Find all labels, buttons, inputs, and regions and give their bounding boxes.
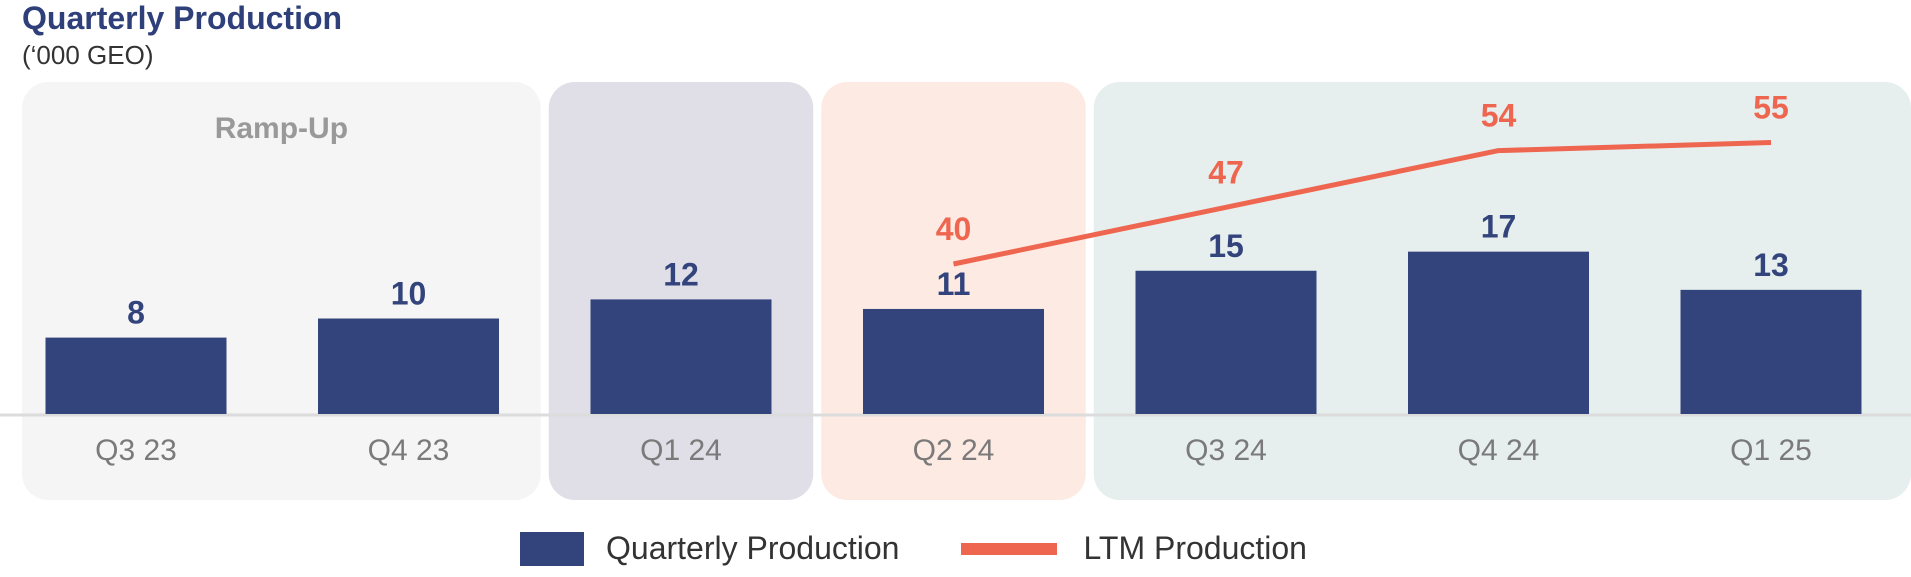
ltm-value-label: 55 bbox=[1753, 90, 1789, 126]
ltm-value-label: 47 bbox=[1208, 154, 1244, 190]
chart-subtitle: (‘000 GEO) bbox=[22, 40, 154, 70]
bar bbox=[318, 318, 499, 414]
bar-value-label: 8 bbox=[127, 295, 145, 331]
x-tick-label: Q3 23 bbox=[95, 434, 177, 467]
bar bbox=[590, 299, 772, 414]
bar-value-label: 10 bbox=[391, 276, 427, 312]
bar-value-label: 12 bbox=[663, 256, 699, 292]
bar-value-label: 17 bbox=[1481, 209, 1517, 245]
bar bbox=[1135, 270, 1317, 414]
x-tick-label: Q4 23 bbox=[368, 434, 450, 467]
legend-label-quarterly: Quarterly Production bbox=[606, 530, 900, 566]
legend-item-quarterly: Quarterly Production bbox=[520, 530, 899, 567]
ltm-value-label: 54 bbox=[1481, 98, 1517, 134]
bar-value-label: 15 bbox=[1208, 228, 1244, 264]
x-tick-label: Q3 24 bbox=[1185, 434, 1267, 467]
bar-value-label: 13 bbox=[1753, 247, 1789, 283]
bar bbox=[1680, 289, 1862, 414]
x-tick-label: Q1 24 bbox=[640, 434, 722, 467]
bar bbox=[45, 337, 227, 414]
phase-label: Ramp-Up bbox=[215, 112, 348, 145]
legend: Quarterly Production LTM Production bbox=[520, 530, 1369, 567]
production-chart: Ramp-Up 8 Q3 23 10 Q4 23 12 Q1 24 11 Q2 24 15 Q3 2… bbox=[0, 82, 1911, 500]
bar bbox=[863, 308, 1044, 414]
legend-item-ltm: LTM Production bbox=[961, 530, 1307, 567]
ltm-line bbox=[952, 140, 1772, 267]
bar bbox=[1408, 251, 1589, 414]
ltm-value-label: 40 bbox=[936, 211, 972, 247]
bar-value-label: 11 bbox=[937, 266, 971, 302]
x-tick-label: Q4 24 bbox=[1458, 434, 1540, 467]
legend-swatch-ltm bbox=[961, 542, 1058, 555]
legend-label-ltm: LTM Production bbox=[1083, 530, 1307, 566]
x-tick-label: Q1 25 bbox=[1730, 434, 1812, 467]
chart-title: Quarterly Production bbox=[22, 0, 343, 36]
legend-swatch-quarterly bbox=[520, 531, 584, 566]
x-tick-label: Q2 24 bbox=[913, 434, 995, 467]
